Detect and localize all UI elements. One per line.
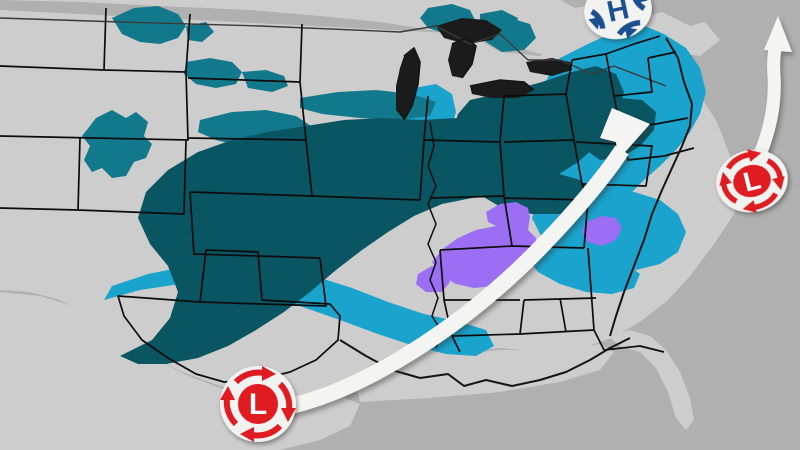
- arrow-coastal-redevelopment: [746, 16, 792, 175]
- land-gulf-shelf: [356, 344, 614, 402]
- coastline-great-lakes: [403, 37, 535, 121]
- lake-ontario: [526, 58, 572, 76]
- lake-michigan: [396, 48, 420, 120]
- precip-gulf-south-snow: [104, 264, 494, 356]
- lake-superior: [436, 18, 502, 44]
- high-pressure-symbol-northeast[interactable]: H: [579, 0, 658, 46]
- arrowheads: [588, 0, 648, 39]
- precip-southern-appalachian-snow: [526, 240, 640, 294]
- flow-arrows-layer: [280, 16, 792, 416]
- coastline-atlantic: [609, 37, 693, 337]
- arrowheads: [719, 149, 785, 213]
- rotation-arrows: [223, 369, 293, 439]
- land-florida: [608, 330, 694, 430]
- border-western-states: [0, 7, 191, 215]
- low-pressure-label: L: [249, 388, 267, 421]
- land-canada: [0, 0, 720, 70]
- border-ohio-valley-states: [503, 59, 653, 201]
- border-southeast-states: [443, 247, 605, 353]
- precip-wyoming-snow: [184, 58, 288, 92]
- precip-ohio-valley-north-snow: [486, 18, 536, 52]
- precip-colorado-rockies-snow: [82, 110, 152, 178]
- arrowheads: [220, 366, 296, 442]
- border-canada-us: [0, 17, 667, 87]
- great-lakes-layer: [396, 18, 572, 120]
- border-florida: [603, 345, 665, 353]
- low-pressure-symbol-atlantic[interactable]: L: [709, 141, 794, 221]
- low-pressure-label: L: [740, 164, 763, 197]
- symbol-disc: [238, 384, 278, 424]
- symbol-disc: [733, 164, 771, 198]
- precip-missouri-bootheel-ice: [486, 202, 530, 228]
- precip-carolina-ice: [582, 216, 622, 246]
- precip-ohio-kentucky-heavy-snow: [452, 66, 624, 174]
- border-texas-oklahoma: [117, 249, 341, 383]
- arrow-gulf-to-northeast: [280, 108, 650, 416]
- border-plains-states: [187, 23, 421, 307]
- lake-erie: [470, 80, 534, 98]
- river-mississippi: [427, 121, 443, 349]
- low-pressure-symbol-gulf[interactable]: L: [220, 366, 296, 442]
